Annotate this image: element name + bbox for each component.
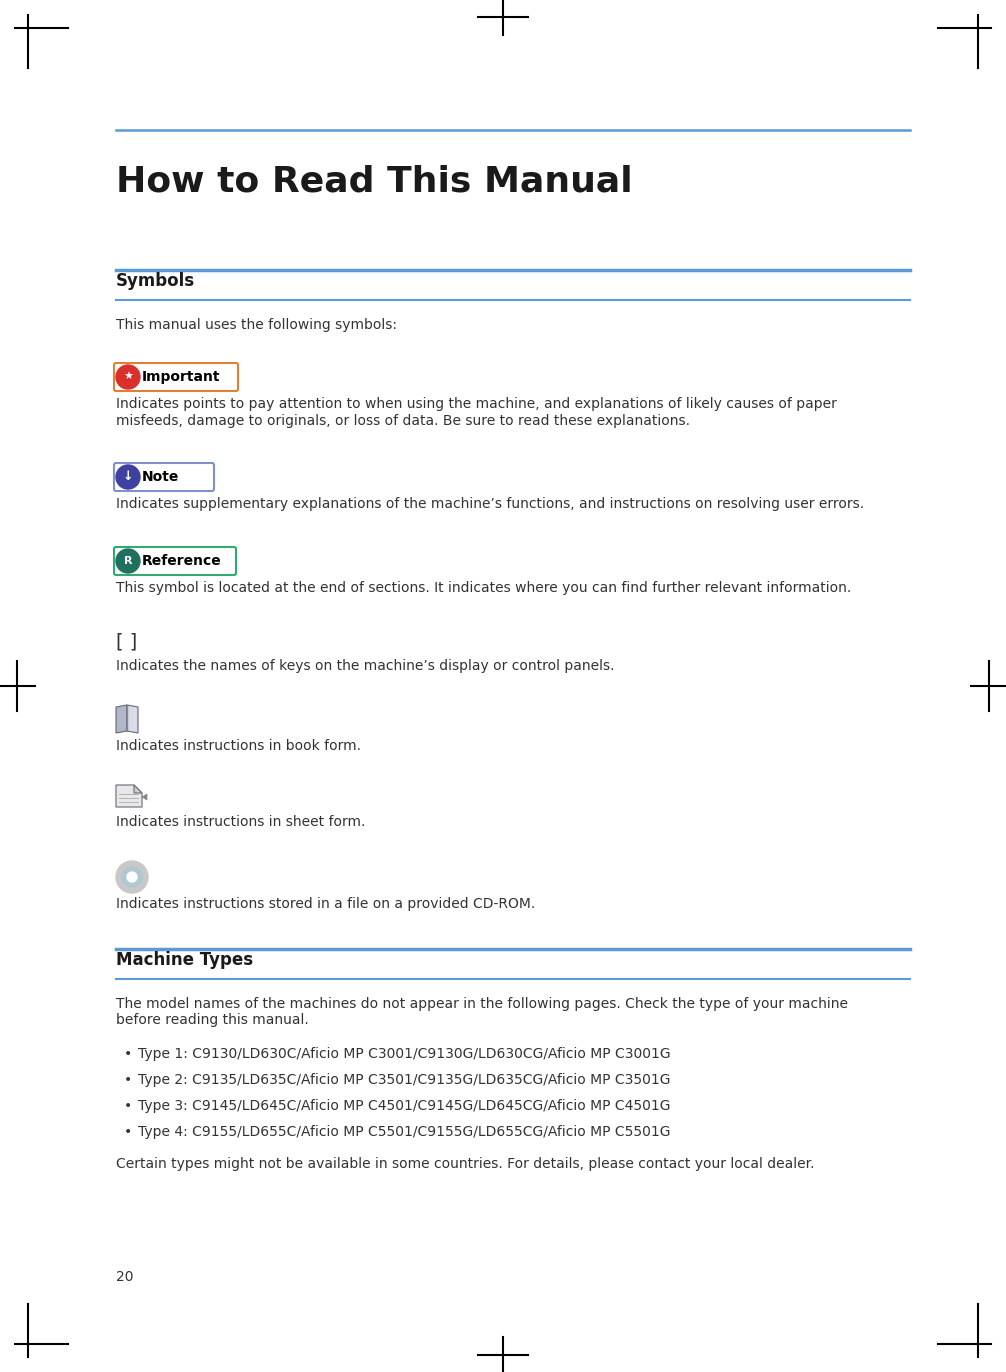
Text: [ ]: [ ]: [116, 632, 137, 652]
Circle shape: [116, 862, 148, 893]
Text: Note: Note: [142, 471, 179, 484]
Text: •: •: [124, 1047, 132, 1061]
Text: This symbol is located at the end of sections. It indicates where you can find f: This symbol is located at the end of sec…: [116, 580, 851, 595]
Text: Type 1: C9130/LD630C/Aficio MP C3001/C9130G/LD630CG/Aficio MP C3001G: Type 1: C9130/LD630C/Aficio MP C3001/C91…: [138, 1047, 671, 1061]
FancyBboxPatch shape: [114, 547, 236, 575]
Circle shape: [127, 873, 137, 882]
Text: •: •: [124, 1099, 132, 1113]
Text: ↓: ↓: [123, 471, 133, 483]
FancyBboxPatch shape: [114, 364, 238, 391]
Polygon shape: [116, 705, 127, 733]
Circle shape: [116, 549, 140, 573]
Text: Indicates instructions stored in a file on a provided CD-ROM.: Indicates instructions stored in a file …: [116, 897, 535, 911]
Text: misfeeds, damage to originals, or loss of data. Be sure to read these explanatio: misfeeds, damage to originals, or loss o…: [116, 414, 690, 428]
Text: before reading this manual.: before reading this manual.: [116, 1013, 309, 1028]
Text: Type 4: C9155/LD655C/Aficio MP C5501/C9155G/LD655CG/Aficio MP C5501G: Type 4: C9155/LD655C/Aficio MP C5501/C91…: [138, 1125, 671, 1139]
Text: Type 3: C9145/LD645C/Aficio MP C4501/C9145G/LD645CG/Aficio MP C4501G: Type 3: C9145/LD645C/Aficio MP C4501/C91…: [138, 1099, 671, 1113]
Text: How to Read This Manual: How to Read This Manual: [116, 165, 633, 199]
Text: 20: 20: [116, 1270, 134, 1284]
Text: R: R: [124, 556, 132, 567]
Text: Type 2: C9135/LD635C/Aficio MP C3501/C9135G/LD635CG/Aficio MP C3501G: Type 2: C9135/LD635C/Aficio MP C3501/C91…: [138, 1073, 671, 1087]
Circle shape: [116, 465, 140, 488]
Text: Indicates instructions in sheet form.: Indicates instructions in sheet form.: [116, 815, 365, 829]
Text: Reference: Reference: [142, 554, 221, 568]
Text: Certain types might not be available in some countries. For details, please cont: Certain types might not be available in …: [116, 1157, 815, 1170]
Text: Indicates instructions in book form.: Indicates instructions in book form.: [116, 740, 361, 753]
Text: Symbols: Symbols: [116, 272, 195, 289]
Polygon shape: [127, 705, 138, 733]
Text: This manual uses the following symbols:: This manual uses the following symbols:: [116, 318, 397, 332]
Text: Indicates points to pay attention to when using the machine, and explanations of: Indicates points to pay attention to whe…: [116, 397, 837, 412]
Polygon shape: [142, 794, 147, 800]
Text: Indicates supplementary explanations of the machine’s functions, and instruction: Indicates supplementary explanations of …: [116, 497, 864, 510]
Text: Indicates the names of keys on the machine’s display or control panels.: Indicates the names of keys on the machi…: [116, 659, 615, 674]
Circle shape: [116, 365, 140, 390]
Text: Important: Important: [142, 370, 220, 384]
Circle shape: [122, 867, 142, 888]
FancyBboxPatch shape: [114, 462, 214, 491]
Text: Machine Types: Machine Types: [116, 951, 254, 969]
Text: •: •: [124, 1073, 132, 1087]
Polygon shape: [116, 785, 142, 807]
Text: •: •: [124, 1125, 132, 1139]
Text: The model names of the machines do not appear in the following pages. Check the : The model names of the machines do not a…: [116, 997, 848, 1011]
Text: ★: ★: [123, 372, 133, 381]
Polygon shape: [134, 785, 142, 793]
